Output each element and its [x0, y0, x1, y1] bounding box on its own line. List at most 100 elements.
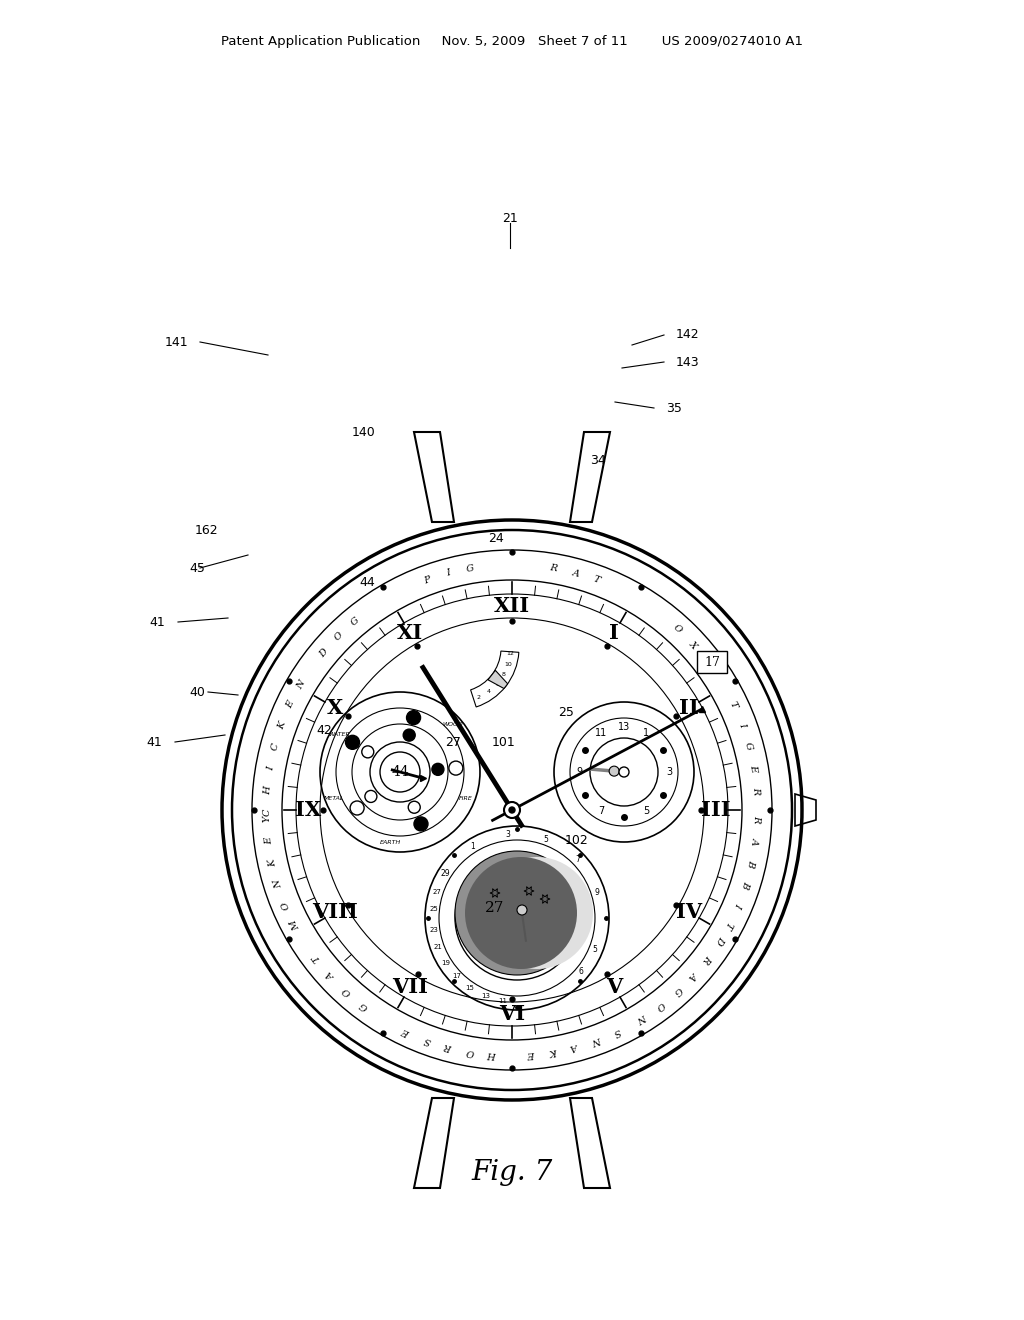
Text: I: I — [737, 722, 746, 729]
Text: S: S — [612, 1026, 622, 1036]
Text: 4: 4 — [486, 689, 490, 694]
Text: 34: 34 — [590, 454, 606, 466]
Circle shape — [403, 729, 415, 741]
Circle shape — [618, 767, 629, 777]
Wedge shape — [471, 651, 519, 708]
Text: K: K — [267, 858, 278, 867]
Text: 27: 27 — [445, 735, 461, 748]
Text: WATER: WATER — [329, 731, 351, 737]
Circle shape — [380, 752, 420, 792]
Text: 1: 1 — [643, 729, 649, 738]
Text: X: X — [687, 639, 698, 651]
Text: A: A — [751, 837, 760, 845]
Text: 7: 7 — [575, 855, 580, 865]
Text: 5: 5 — [544, 834, 548, 843]
Text: G: G — [358, 999, 370, 1011]
Text: 24: 24 — [488, 532, 504, 544]
Text: 17: 17 — [452, 973, 461, 979]
Text: 10: 10 — [505, 663, 512, 667]
Text: 3: 3 — [506, 830, 511, 840]
Text: 44: 44 — [359, 576, 375, 589]
Text: E: E — [749, 764, 759, 772]
Text: 143: 143 — [676, 355, 699, 368]
Circle shape — [455, 851, 579, 975]
Text: M: M — [290, 919, 302, 932]
Text: 19: 19 — [441, 960, 451, 965]
Text: A: A — [687, 970, 698, 981]
Text: O: O — [654, 999, 666, 1011]
Text: T: T — [311, 953, 323, 964]
Text: Fig. 7: Fig. 7 — [471, 1159, 553, 1185]
Text: 23: 23 — [429, 927, 438, 933]
Text: I: I — [609, 623, 618, 643]
Text: 162: 162 — [195, 524, 218, 536]
Text: VI: VI — [499, 1005, 525, 1024]
Text: 8: 8 — [502, 672, 506, 677]
Text: 12: 12 — [507, 651, 515, 656]
Text: E: E — [527, 1049, 536, 1059]
Text: O: O — [466, 1047, 475, 1056]
Text: G: G — [743, 742, 754, 751]
Text: 29: 29 — [441, 869, 451, 878]
Text: VII: VII — [392, 977, 428, 997]
Text: 21: 21 — [502, 211, 518, 224]
Text: XI: XI — [397, 623, 423, 643]
Circle shape — [350, 801, 365, 814]
Circle shape — [414, 817, 428, 830]
Text: I: I — [445, 569, 452, 578]
Text: T: T — [592, 574, 601, 585]
Polygon shape — [488, 671, 508, 689]
Text: K: K — [276, 721, 288, 730]
Text: 11: 11 — [498, 998, 507, 1003]
Text: A: A — [326, 970, 337, 981]
Circle shape — [504, 803, 520, 818]
Text: R: R — [701, 953, 713, 964]
Text: 25: 25 — [429, 907, 438, 912]
Text: 42: 42 — [316, 723, 332, 737]
Text: C: C — [270, 742, 281, 751]
Text: 27: 27 — [433, 890, 441, 895]
Circle shape — [609, 766, 620, 776]
Text: 101: 101 — [492, 735, 516, 748]
Text: S: S — [423, 1035, 432, 1045]
Circle shape — [361, 746, 374, 758]
Circle shape — [409, 801, 420, 813]
Text: 3: 3 — [666, 767, 672, 777]
Text: 45: 45 — [189, 561, 205, 574]
Text: 5: 5 — [643, 807, 649, 816]
Circle shape — [365, 791, 377, 803]
Text: O: O — [671, 623, 683, 635]
Circle shape — [449, 762, 463, 775]
Text: R: R — [753, 814, 762, 822]
Text: 142: 142 — [676, 329, 699, 342]
Circle shape — [517, 906, 527, 915]
Text: G: G — [466, 564, 475, 574]
Circle shape — [465, 857, 577, 969]
Text: 5: 5 — [593, 945, 597, 954]
Text: EARTH: EARTH — [380, 840, 400, 845]
Text: 9: 9 — [575, 767, 582, 777]
Text: XII: XII — [494, 597, 530, 616]
Text: 9: 9 — [595, 887, 599, 896]
Text: R: R — [549, 564, 558, 574]
Text: Y: Y — [262, 816, 271, 822]
Circle shape — [481, 857, 593, 969]
Text: METAL: METAL — [324, 796, 344, 801]
Text: A: A — [570, 1041, 580, 1052]
Text: I: I — [266, 766, 275, 771]
Text: N: N — [295, 680, 307, 692]
Text: 102: 102 — [565, 833, 589, 846]
Text: 13: 13 — [481, 993, 490, 999]
Text: 44: 44 — [391, 766, 409, 779]
Text: D: D — [317, 647, 330, 659]
Text: 13: 13 — [617, 722, 630, 733]
Text: V: V — [606, 977, 623, 997]
Text: N: N — [591, 1035, 602, 1045]
Text: H: H — [263, 785, 272, 795]
Text: 2: 2 — [477, 694, 481, 700]
Text: Patent Application Publication     Nov. 5, 2009   Sheet 7 of 11        US 2009/0: Patent Application Publication Nov. 5, 2… — [221, 36, 803, 49]
Text: P: P — [423, 574, 432, 585]
Text: IV: IV — [676, 902, 701, 921]
Text: G: G — [672, 985, 683, 997]
Text: N: N — [272, 879, 284, 890]
